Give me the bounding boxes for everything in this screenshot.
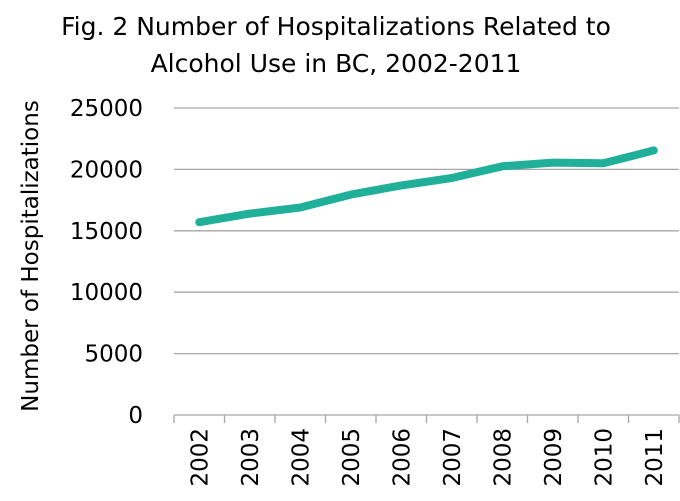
y-tick-label-10000: 10000 [70,280,143,306]
y-tick-label-5000: 5000 [84,342,143,368]
x-tick-label-2003: 2003 [238,428,264,487]
gridlines [174,107,679,355]
y-axis-title: Number of Hospitalizations [18,100,44,412]
x-axis: 2002 2003 2004 2005 2006 2007 2008 2009 2010 2011 [173,414,680,487]
x-tick-label-2011: 2011 [642,428,668,487]
y-tick-label-15000: 15000 [70,219,143,245]
chart-title: Fig. 2 Number of Hospitalizations Relate… [61,12,611,78]
x-tick-label-2005: 2005 [339,428,365,487]
x-tick-label-2006: 2006 [389,428,415,487]
y-tick-label-25000: 25000 [70,96,143,122]
x-tick-label-2008: 2008 [490,428,516,487]
x-tick-label-2009: 2009 [541,428,567,487]
x-tick-label-2010: 2010 [591,428,617,487]
y-axis-ticks: 0 5000 10000 15000 20000 25000 [70,96,143,429]
x-tick-label-2007: 2007 [440,428,466,487]
chart-title-line-2: Alcohol Use in BC, 2002-2011 [151,49,522,78]
series-group [195,146,658,227]
series-line-0 [195,146,658,227]
x-tick-label-2004: 2004 [288,428,314,487]
y-tick-label-20000: 20000 [70,157,143,183]
chart-title-line-1: Fig. 2 Number of Hospitalizations Relate… [61,12,611,41]
y-tick-label-0: 0 [128,403,143,429]
x-tick-label-2002: 2002 [187,428,213,487]
